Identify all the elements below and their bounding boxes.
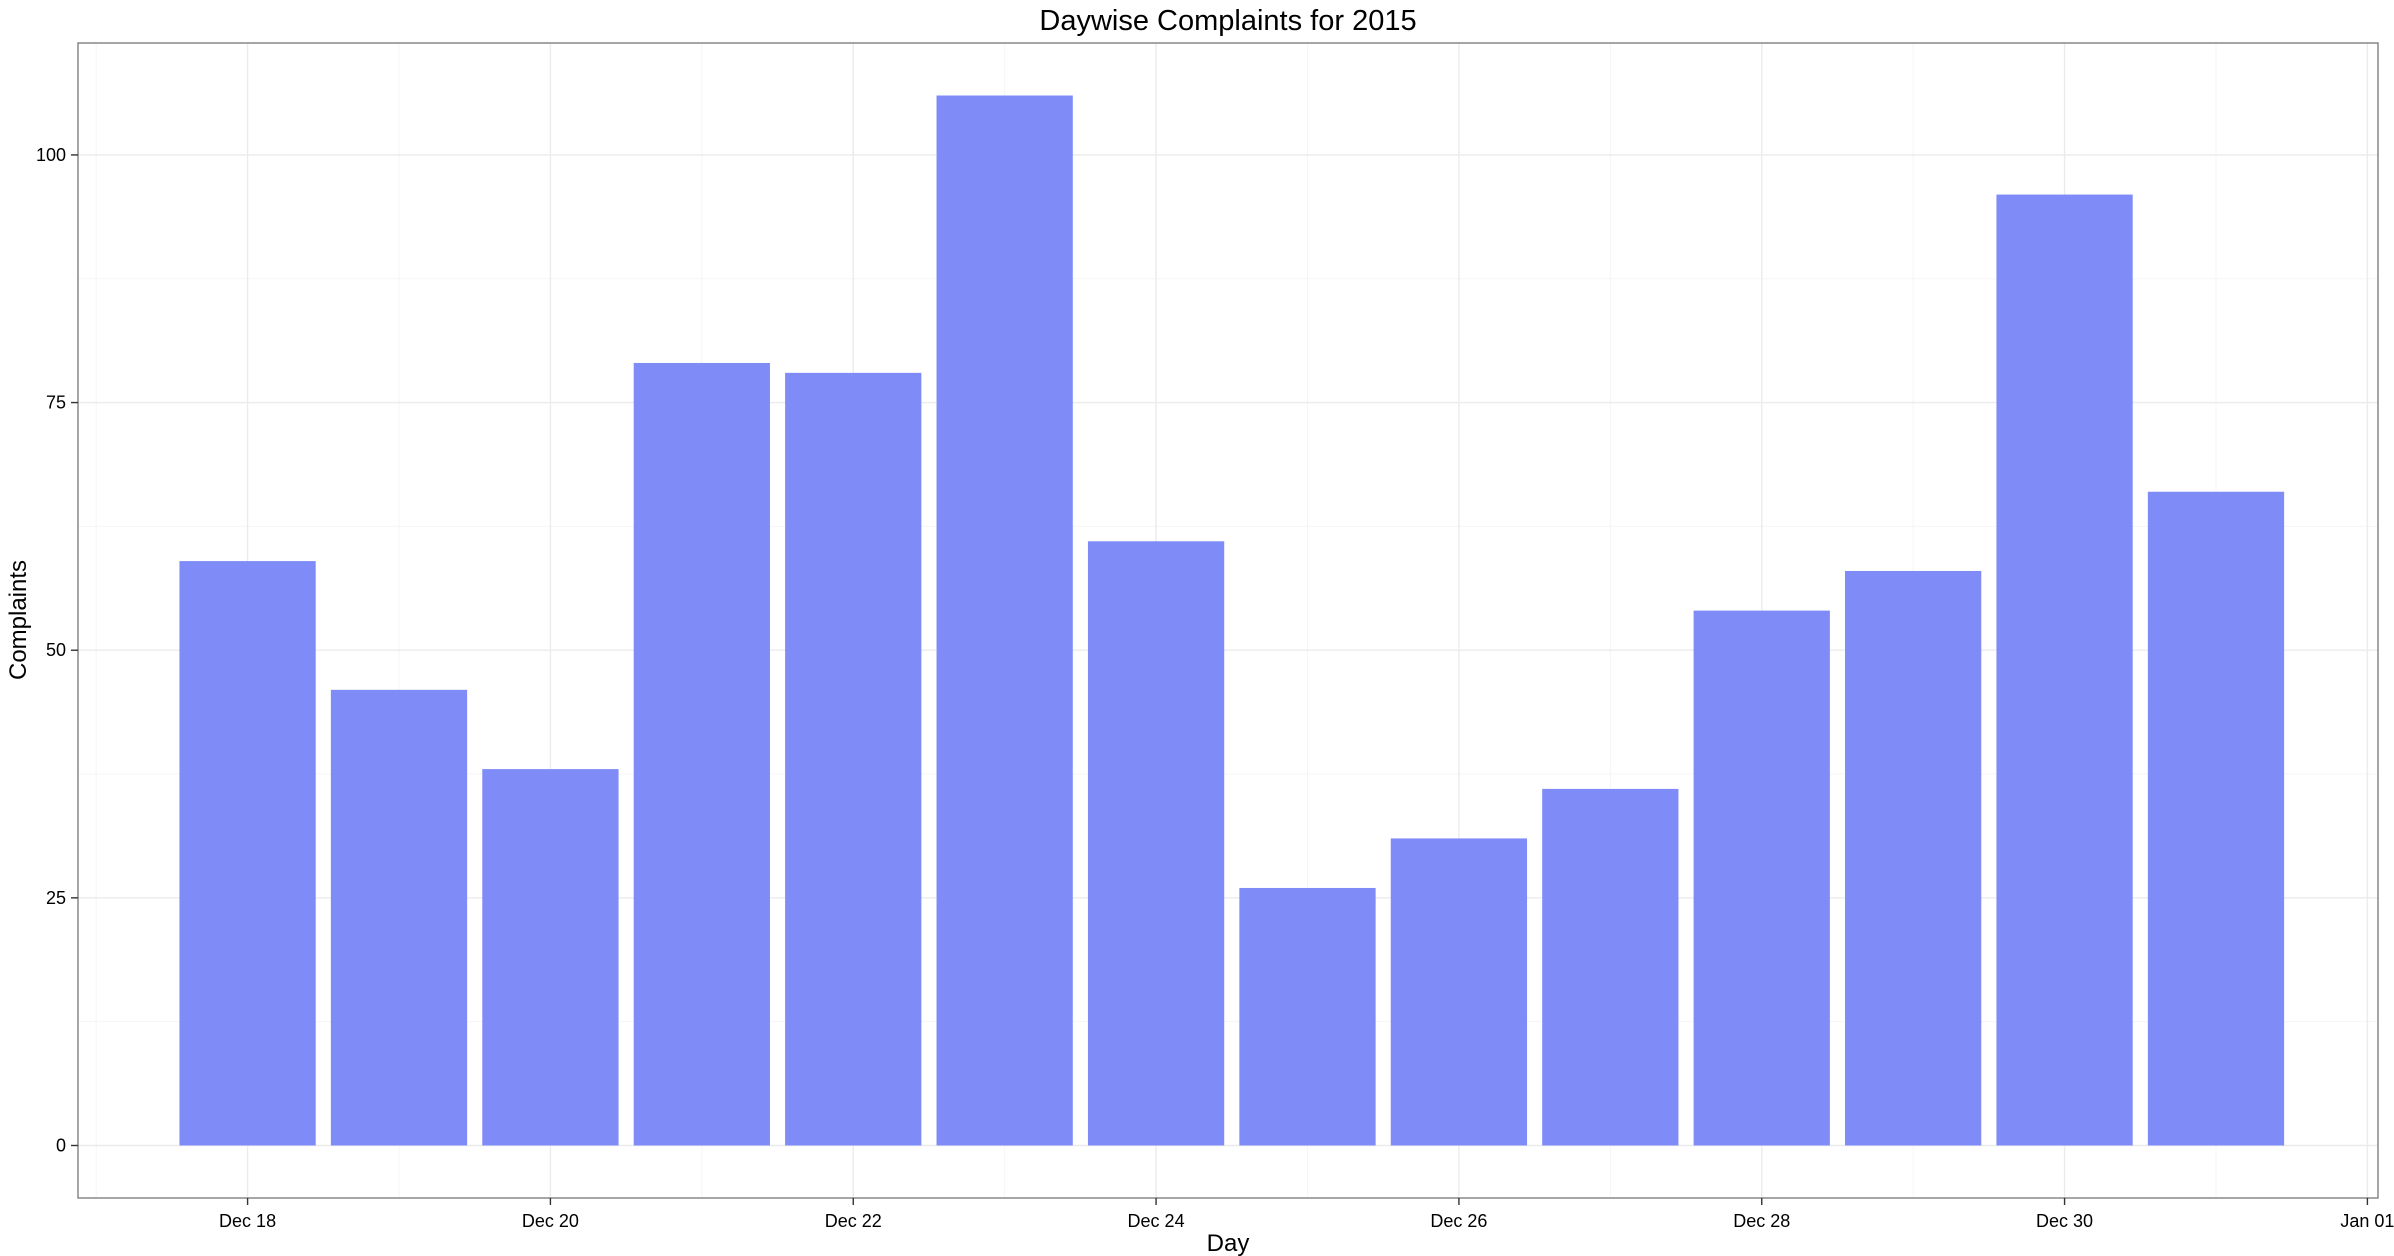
bar — [1087, 541, 1225, 1146]
y-tick-label: 75 — [46, 393, 66, 413]
bar — [1542, 788, 1679, 1146]
bar — [1693, 610, 1830, 1146]
y-tick-label: 50 — [46, 640, 66, 660]
bar — [633, 362, 770, 1146]
x-tick-label: Dec 24 — [1128, 1211, 1185, 1231]
y-axis-ticks: 0 25 50 75 100 — [36, 145, 78, 1156]
bar — [2147, 491, 2285, 1146]
panel-border — [77, 42, 2379, 1199]
y-tick-label: 0 — [56, 1136, 66, 1156]
bar — [1239, 887, 1376, 1146]
x-tick-label: Jan 01 — [2340, 1211, 2394, 1231]
x-axis-ticks: Dec 18 Dec 20 Dec 22 Dec 24 Dec 26 Dec 28 Dec … — [219, 1198, 2394, 1231]
bar — [785, 372, 922, 1146]
y-tick-label: 100 — [36, 145, 66, 165]
x-tick-label: Dec 30 — [2036, 1211, 2093, 1231]
x-axis-title: Day — [1207, 1230, 1250, 1256]
bar — [1845, 570, 1982, 1146]
x-tick-label: Dec 28 — [1733, 1211, 1790, 1231]
bar — [1996, 194, 2133, 1146]
bar — [330, 689, 468, 1146]
chart-title: Daywise Complaints for 2015 — [1039, 5, 1416, 37]
bars — [179, 95, 2285, 1146]
y-axis-title: Complaints — [5, 560, 32, 680]
x-tick-label: Dec 26 — [1430, 1211, 1487, 1231]
bar — [1390, 838, 1528, 1146]
x-tick-label: Dec 18 — [219, 1211, 276, 1231]
bar — [936, 95, 1073, 1146]
y-tick-label: 25 — [46, 888, 66, 908]
x-tick-label: Dec 20 — [522, 1211, 579, 1231]
bar — [179, 561, 316, 1146]
x-tick-label: Dec 22 — [825, 1211, 882, 1231]
bar — [482, 769, 619, 1146]
